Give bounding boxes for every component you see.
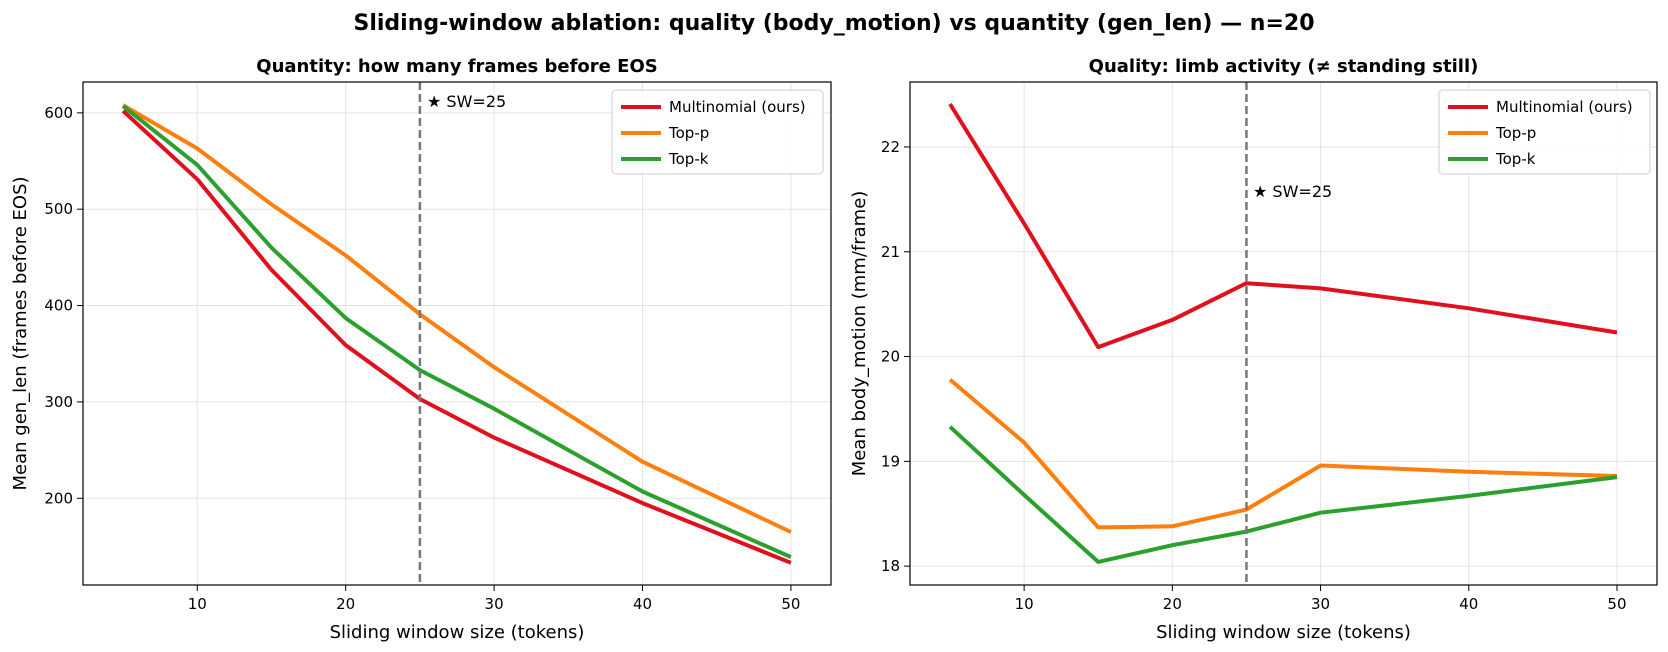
- legend: Multinomial (ours) Top-p Top-k: [1438, 89, 1651, 175]
- chart-panel-2: ★ SW=25 10 20 30 40 50 18 19 20 21 22 Quality: limb…: [849, 56, 1658, 643]
- series-line-multinomial-ours: [948, 102, 1618, 350]
- x-axis-label: Sliding window size (tokens): [1156, 622, 1411, 643]
- axes-frame: [82, 81, 832, 586]
- y-tick-label: 200: [44, 489, 73, 507]
- legend-box: [611, 89, 824, 175]
- x-tick-label: 40: [1459, 595, 1478, 613]
- x-tick-label: 20: [336, 595, 355, 613]
- y-tick-label: 18: [881, 557, 900, 575]
- sw25-annotation: ★ SW=25: [427, 92, 506, 111]
- y-tick-label: 19: [881, 452, 900, 470]
- y-axis-label: Mean gen_len (frames before EOS): [10, 176, 31, 490]
- x-tick-label: 40: [633, 595, 652, 613]
- chart-title: Quality: limb activity (≠ standing still…: [1089, 56, 1479, 77]
- sw25-annotation: ★ SW=25: [1253, 182, 1332, 201]
- legend-box: [1438, 89, 1651, 175]
- y-tick-label: 300: [44, 393, 73, 411]
- legend: Multinomial (ours) Top-p Top-k: [611, 89, 824, 175]
- y-tick-label: 22: [881, 138, 900, 156]
- y-axis-label: Mean body_motion (mm/frame): [849, 191, 870, 477]
- axes-frame: [909, 81, 1658, 586]
- legend-label: Multinomial (ours): [669, 98, 806, 116]
- legend-label: Top-k: [1495, 150, 1536, 168]
- series-line-top-k: [948, 425, 1618, 564]
- legend-label: Top-p: [1495, 124, 1536, 142]
- figure-title: Sliding-window ablation: quality (body_m…: [353, 11, 1314, 36]
- x-tick-label: 50: [1607, 595, 1626, 613]
- legend-label: Top-p: [668, 124, 709, 142]
- y-tick-label: 500: [44, 200, 73, 218]
- x-axis-label: Sliding window size (tokens): [330, 622, 585, 643]
- y-tick-label: 600: [44, 104, 73, 122]
- legend-label: Top-k: [668, 150, 709, 168]
- x-tick-label: 20: [1163, 595, 1182, 613]
- legend-label: Multinomial (ours): [1496, 98, 1633, 116]
- series-line-multinomial-ours: [121, 109, 792, 565]
- y-tick-label: 400: [44, 297, 73, 315]
- series-line-top-p: [948, 378, 1618, 530]
- series-line-top-p: [122, 103, 792, 534]
- x-tick-label: 50: [781, 595, 800, 613]
- x-tick-label: 30: [485, 595, 504, 613]
- x-tick-label: 10: [188, 595, 207, 613]
- x-tick-label: 10: [1015, 595, 1034, 613]
- y-tick-label: 21: [881, 243, 900, 261]
- x-tick-label: 30: [1311, 595, 1330, 613]
- chart-title: Quantity: how many frames before EOS: [256, 56, 657, 77]
- series-line-top-k: [121, 104, 792, 559]
- chart-panel-1: ★ SW=25 10 20 30 40 50 200 300 400 500 600 Quantity…: [10, 56, 832, 643]
- y-tick-label: 20: [881, 348, 900, 366]
